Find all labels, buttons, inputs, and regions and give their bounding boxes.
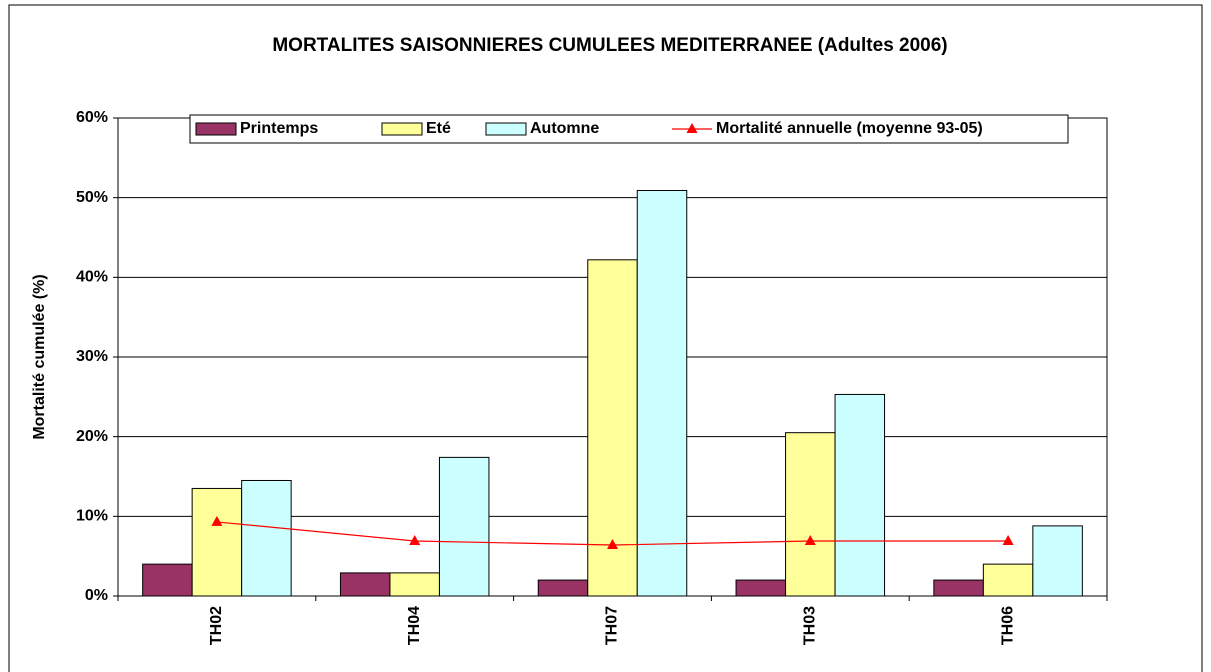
legend-box [189,114,1069,144]
bar [933,579,984,597]
bar [241,479,292,597]
bar [834,393,886,597]
line-marker [211,515,223,526]
legend-label: Printemps [240,120,318,137]
line-marker [804,535,816,546]
bar [1032,525,1083,597]
bar [438,456,490,597]
x-tick-label: TH04 [406,606,423,645]
x-tick-label: TH02 [208,606,225,645]
bar [537,579,589,597]
legend-label: Eté [426,120,451,137]
bar [339,572,391,597]
legend-swatch [381,122,423,136]
y-tick-label: 50% [76,189,108,206]
y-tick-label: 40% [76,269,108,286]
bar [636,189,688,597]
legend-label: Automne [530,120,599,137]
x-tick-label: TH07 [604,606,621,645]
y-tick-label: 0% [85,587,108,604]
line-marker [1002,535,1014,546]
bar [785,432,836,597]
legend-label: Mortalité annuelle (moyenne 93-05) [716,120,983,137]
legend-swatch [195,122,237,136]
y-tick-label: 10% [76,508,108,525]
legend-marker [686,123,698,133]
bar [191,487,243,597]
legend-swatch [485,122,527,136]
bar [389,572,440,597]
bar [735,579,787,597]
bar [142,563,193,597]
y-tick-label: 30% [76,348,108,365]
x-tick-label: TH06 [999,606,1016,645]
line-marker [607,539,618,550]
bar [982,563,1034,597]
y-tick-label: 60% [76,109,108,126]
line-marker [409,535,421,546]
x-tick-label: TH03 [802,606,819,645]
y-axis-label: Mortalité cumulée (%) [31,274,48,439]
y-tick-label: 20% [76,428,108,445]
chart-title: MORTALITES SAISONNIERES CUMULEES MEDITER… [272,35,947,56]
